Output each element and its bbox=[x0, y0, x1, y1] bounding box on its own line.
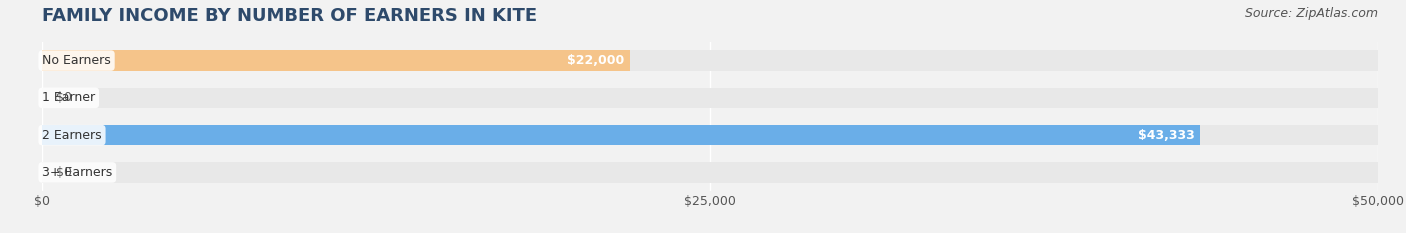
Text: 2 Earners: 2 Earners bbox=[42, 129, 101, 142]
Text: Source: ZipAtlas.com: Source: ZipAtlas.com bbox=[1244, 7, 1378, 20]
Text: $22,000: $22,000 bbox=[567, 54, 624, 67]
Bar bbox=[42, 50, 630, 71]
Text: FAMILY INCOME BY NUMBER OF EARNERS IN KITE: FAMILY INCOME BY NUMBER OF EARNERS IN KI… bbox=[42, 7, 537, 25]
Bar bbox=[42, 125, 1378, 145]
Text: No Earners: No Earners bbox=[42, 54, 111, 67]
Text: $0: $0 bbox=[56, 166, 72, 179]
Bar bbox=[42, 50, 1378, 71]
Text: $43,333: $43,333 bbox=[1137, 129, 1195, 142]
Bar bbox=[42, 125, 1199, 145]
Text: 1 Earner: 1 Earner bbox=[42, 91, 96, 104]
Text: $0: $0 bbox=[56, 91, 72, 104]
Bar bbox=[42, 162, 1378, 183]
Text: 3+ Earners: 3+ Earners bbox=[42, 166, 112, 179]
Bar bbox=[42, 88, 1378, 108]
